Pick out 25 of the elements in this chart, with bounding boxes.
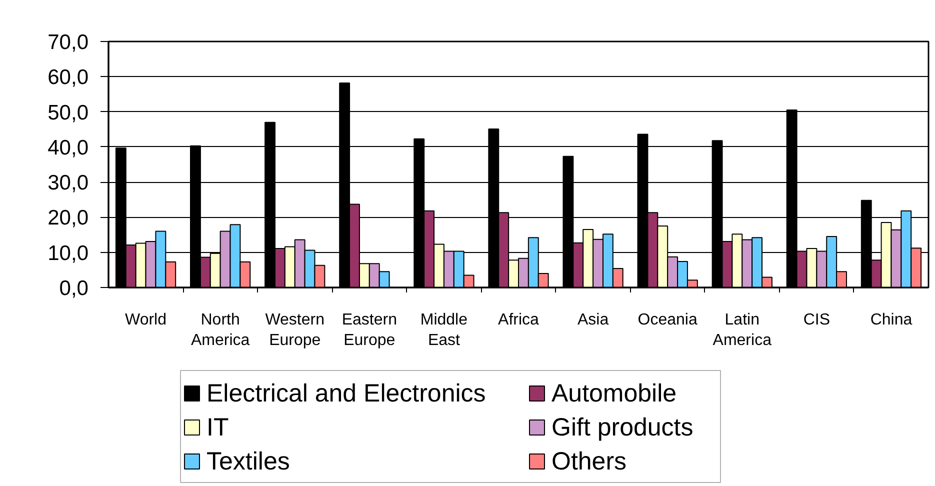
- y-tick-label: 0,0: [59, 277, 89, 300]
- legend-label: Textiles: [206, 448, 290, 476]
- x-tick-label: Oceania: [638, 312, 698, 328]
- legend-label: Electrical and Electronics: [206, 380, 486, 408]
- legend-label: IT: [206, 414, 229, 442]
- legend-label: Others: [552, 448, 627, 476]
- x-tick-label: Latin America: [712, 312, 772, 349]
- x-tick-label: CIS: [803, 312, 830, 328]
- y-tick-label: 30,0: [48, 172, 89, 195]
- x-tick-label: Africa: [498, 312, 540, 328]
- x-tick-label: Eastern Europe: [342, 312, 397, 349]
- legend-label: Gift products: [552, 414, 694, 442]
- y-tick-label: 50,0: [48, 101, 89, 124]
- y-tick-label: 10,0: [48, 242, 89, 265]
- x-tick-label: China: [870, 312, 912, 328]
- y-tick-label: 40,0: [48, 136, 89, 160]
- y-tick-label: 70,0: [48, 31, 89, 54]
- x-tick-label: Middle East: [420, 312, 468, 349]
- x-tick-label: North America: [190, 312, 250, 349]
- legend-label: Automobile: [552, 380, 677, 408]
- x-tick-label: Western Europe: [265, 312, 325, 349]
- y-tick-label: 20,0: [48, 206, 89, 230]
- y-tick-label: 60,0: [48, 66, 89, 90]
- x-tick-label: World: [125, 312, 167, 328]
- x-tick-label: Asia: [577, 312, 609, 328]
